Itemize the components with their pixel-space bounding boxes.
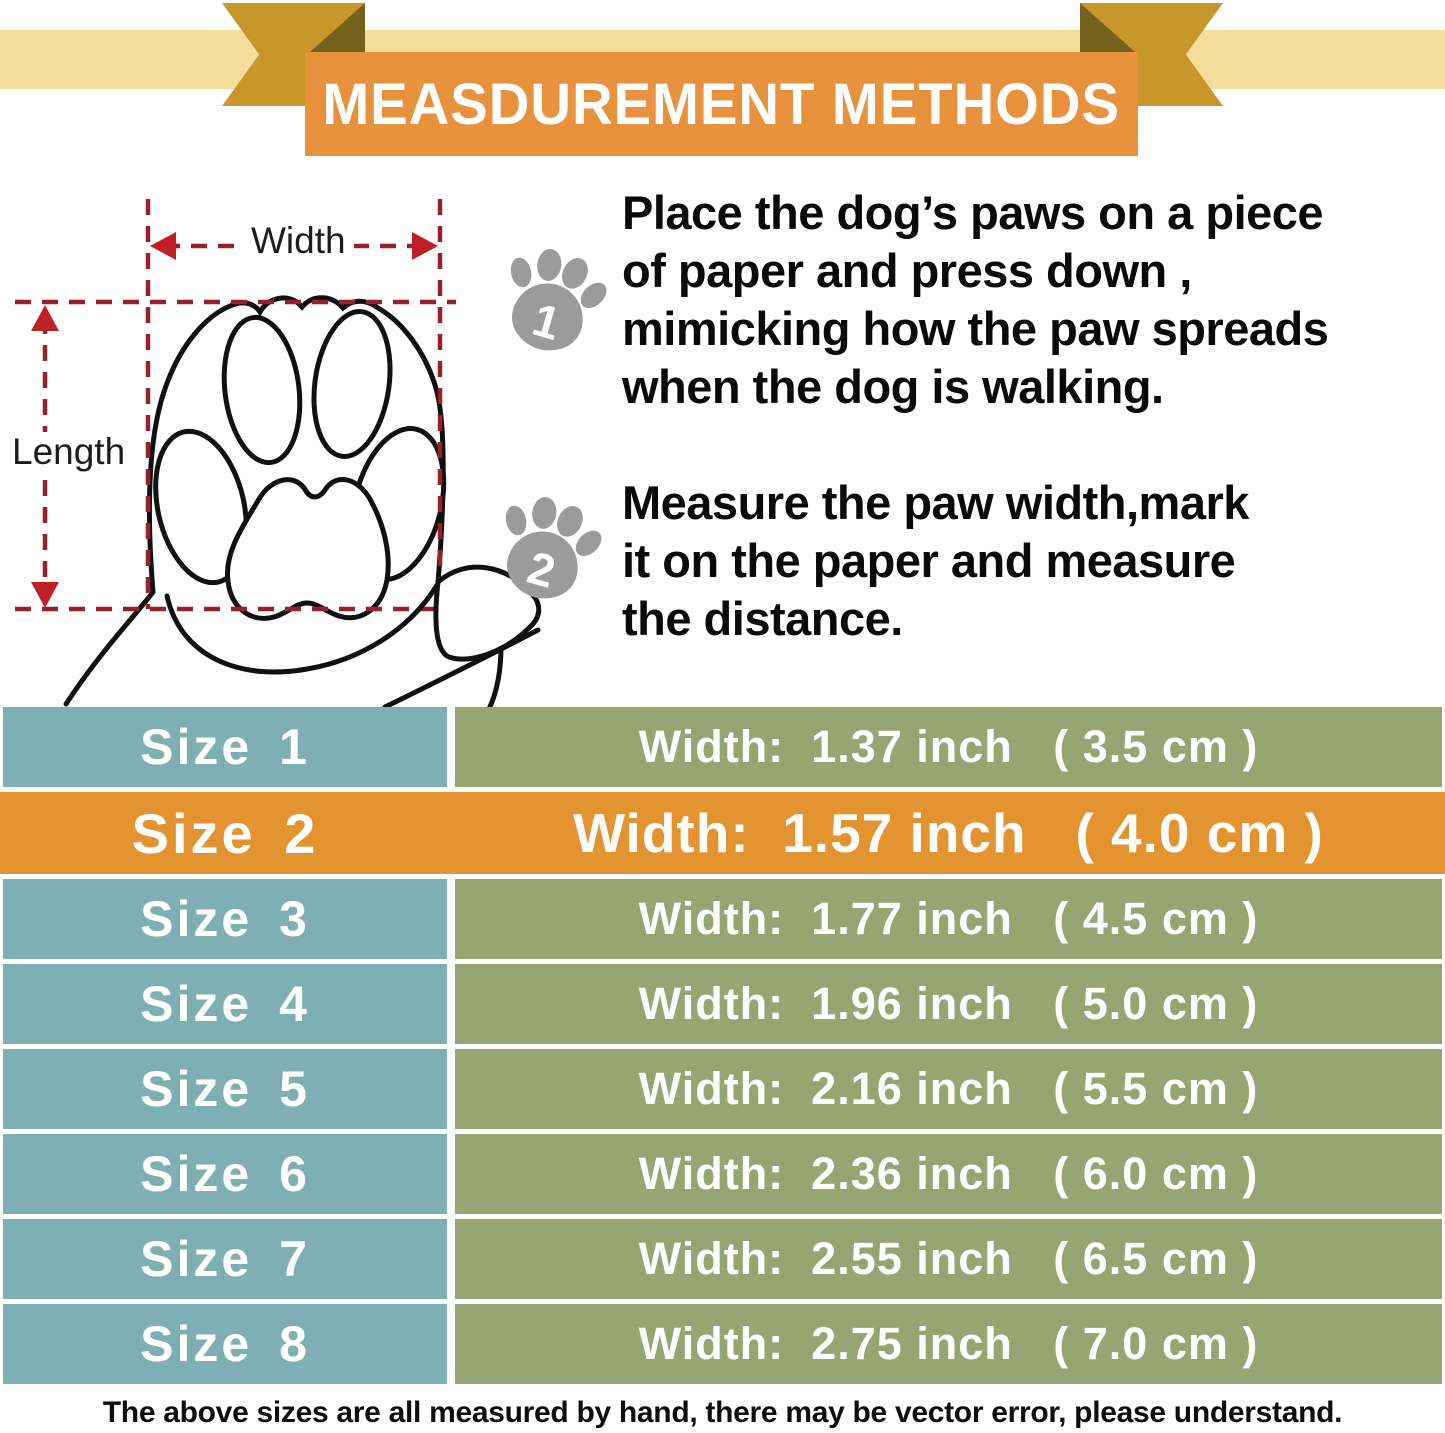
step-1-paw-icon: 1 (510, 248, 607, 351)
paw-measurement-diagram (15, 199, 542, 712)
width-value-cell: Width: 1.57 inch ( 4.0 cm ) (573, 802, 1324, 864)
footer-disclaimer: The above sizes are all measured by hand… (102, 1396, 1343, 1429)
size-table-row: Size 4 Width: 1.96 inch ( 5.0 cm ) (0, 964, 1445, 1044)
size-table-row: Size 8 Width: 2.75 inch ( 7.0 cm ) (0, 1304, 1445, 1384)
paw-outline-drawing (63, 295, 447, 707)
size-label-cell: Size 2 (131, 801, 319, 865)
size-table-row: Size 3 Width: 1.77 inch ( 4.5 cm ) (0, 879, 1445, 959)
size-label-cell: Size 5 (3, 1049, 447, 1129)
size-label-cell: Size 6 (3, 1134, 447, 1214)
leg-sketch-lines (164, 582, 541, 712)
page-title: MEASDUREMENT METHODS (322, 71, 1121, 137)
step-2-paw-icon: 2 (505, 496, 602, 599)
measure-arrowheads (31, 232, 438, 608)
width-value-cell: Width: 1.77 inch ( 4.5 cm ) (455, 879, 1442, 959)
size-label-cell: Size 7 (3, 1219, 447, 1299)
size-table-row-highlighted: Size 2 Width: 1.57 inch ( 4.0 cm ) (0, 792, 1445, 874)
width-value-cell: Width: 2.55 inch ( 6.5 cm ) (455, 1219, 1442, 1299)
width-value-cell: Width: 2.36 inch ( 6.0 cm ) (455, 1134, 1442, 1214)
header-banner: MEASDUREMENT METHODS (305, 52, 1138, 156)
carpal-pad-flap (433, 564, 542, 662)
size-label-cell: Size 4 (3, 964, 447, 1044)
size-table-row: Size 5 Width: 2.16 inch ( 5.5 cm ) (0, 1049, 1445, 1129)
width-dimension-label: Width (243, 221, 354, 261)
size-label-cell: Size 8 (3, 1304, 447, 1384)
size-label-cell: Size 3 (3, 879, 447, 959)
size-table-row: Size 1 Width: 1.37 inch ( 3.5 cm ) (0, 707, 1445, 787)
width-value-cell: Width: 1.96 inch ( 5.0 cm ) (455, 964, 1442, 1044)
size-table-row: Size 7 Width: 2.55 inch ( 6.5 cm ) (0, 1219, 1445, 1299)
width-value-cell: Width: 2.16 inch ( 5.5 cm ) (455, 1049, 1442, 1129)
size-table-row: Size 6 Width: 2.36 inch ( 6.0 cm ) (0, 1134, 1445, 1214)
step-2-instruction: Measure the paw width,mark it on the pap… (622, 476, 1249, 645)
width-value-cell: Width: 2.75 inch ( 7.0 cm ) (455, 1304, 1442, 1384)
step-1-instruction: Place the dog’s paws on a piece of paper… (622, 186, 1329, 413)
size-table: Size 1 Width: 1.37 inch ( 3.5 cm ) Size 2 W… (0, 707, 1445, 1389)
size-label-cell: Size 1 (3, 707, 447, 787)
length-dimension-label: Length (4, 432, 134, 472)
width-value-cell: Width: 1.37 inch ( 3.5 cm ) (455, 707, 1442, 787)
